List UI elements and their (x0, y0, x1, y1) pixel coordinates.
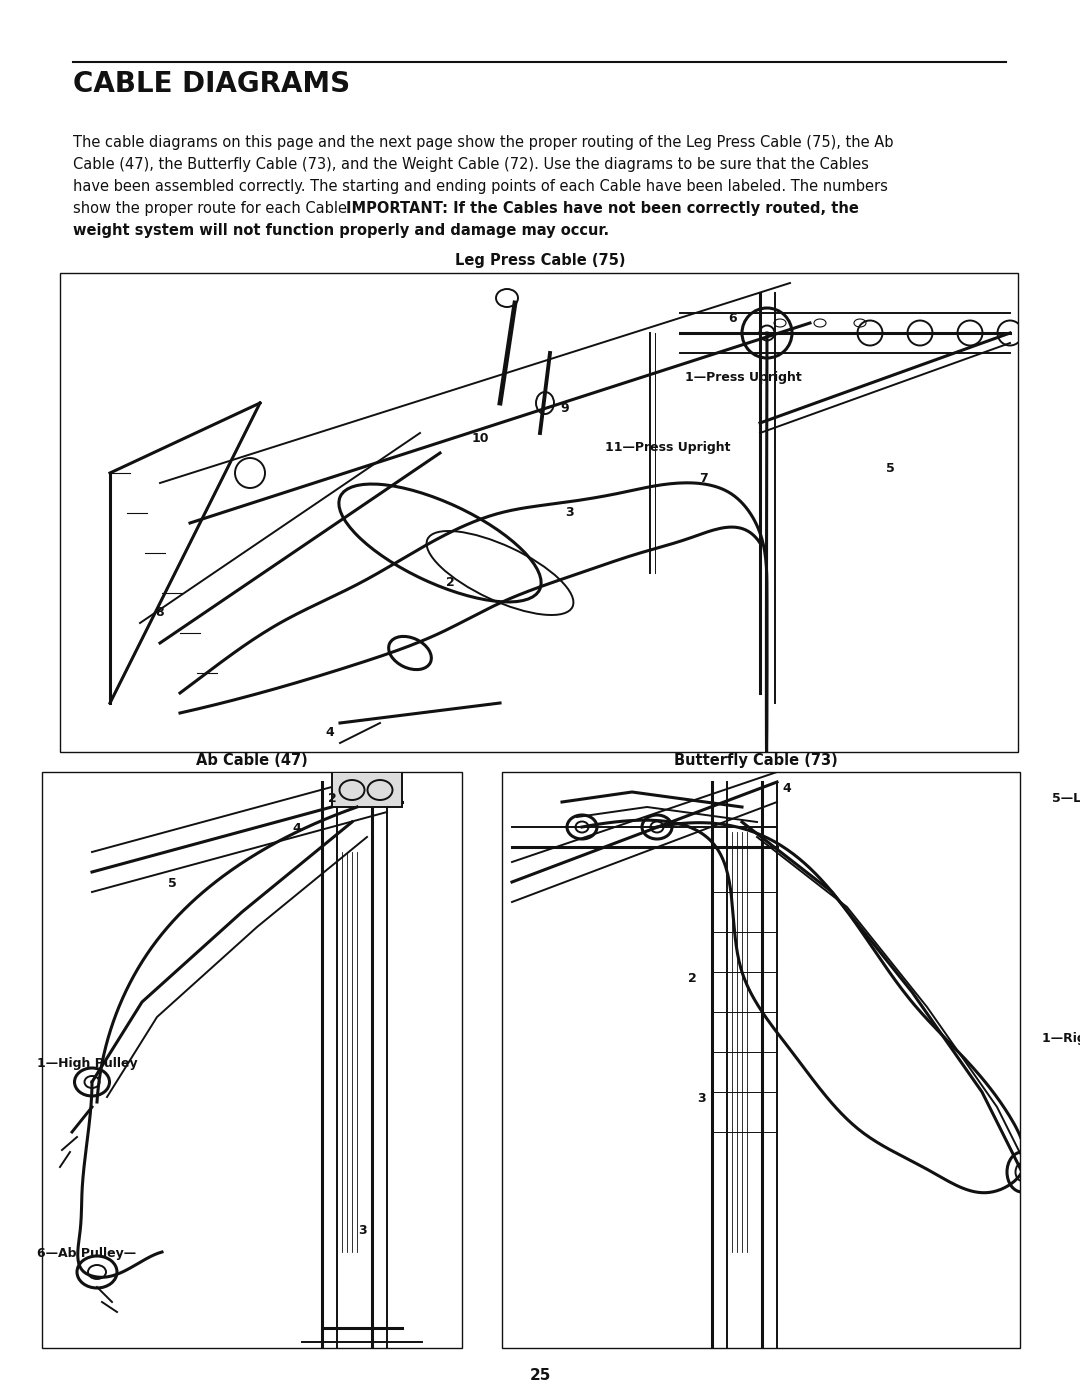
Text: 3: 3 (357, 1224, 366, 1236)
Text: 2: 2 (327, 792, 336, 805)
Text: Butterfly Cable (73): Butterfly Cable (73) (674, 753, 838, 768)
Text: 5: 5 (886, 461, 894, 475)
Bar (42, 773, 462, 1348)
Text: 1—High Pulley: 1—High Pulley (37, 1058, 137, 1070)
Text: The cable diagrams on this page and the next page show the proper routing of the: The cable diagrams on this page and the … (73, 136, 893, 149)
Text: Cable (47), the Butterfly Cable (73), and the Weight Cable (72). Use the diagram: Cable (47), the Butterfly Cable (73), an… (73, 156, 869, 172)
Text: 6—Ab Pulley—: 6—Ab Pulley— (37, 1248, 136, 1260)
Text: 7: 7 (699, 472, 707, 485)
Text: 4: 4 (326, 726, 335, 739)
Text: 10: 10 (471, 432, 489, 444)
Text: have been assembled correctly. The starting and ending points of each Cable have: have been assembled correctly. The start… (73, 179, 888, 194)
Text: Leg Press Cable (75): Leg Press Cable (75) (455, 253, 625, 268)
Bar (60, 272, 1018, 752)
Text: 1—Right Arm: 1—Right Arm (1042, 1032, 1080, 1045)
Bar (332, 773, 402, 807)
Text: 3: 3 (566, 507, 575, 520)
Text: IMPORTANT: If the Cables have not been correctly routed, the: IMPORTANT: If the Cables have not been c… (346, 201, 859, 217)
Text: 2: 2 (688, 972, 697, 985)
Bar (502, 773, 1020, 1348)
Text: 11—Press Upright: 11—Press Upright (605, 441, 730, 454)
Text: 1—Press Upright: 1—Press Upright (685, 372, 801, 384)
Text: 2: 2 (446, 577, 455, 590)
Text: 3: 3 (698, 1092, 706, 1105)
Text: 9: 9 (561, 401, 569, 415)
Text: 25: 25 (529, 1368, 551, 1383)
Text: Ab Cable (47): Ab Cable (47) (197, 753, 308, 768)
Text: 6: 6 (728, 312, 737, 324)
Text: CABLE DIAGRAMS: CABLE DIAGRAMS (73, 70, 350, 98)
Text: 5: 5 (167, 877, 176, 890)
Text: show the proper route for each Cable.: show the proper route for each Cable. (73, 201, 356, 217)
Text: 4: 4 (293, 821, 301, 835)
Text: 4: 4 (783, 782, 792, 795)
Text: 5—Left Arm: 5—Left Arm (1052, 792, 1080, 805)
Text: weight system will not function properly and damage may occur.: weight system will not function properly… (73, 224, 609, 237)
Text: 8: 8 (156, 606, 164, 619)
